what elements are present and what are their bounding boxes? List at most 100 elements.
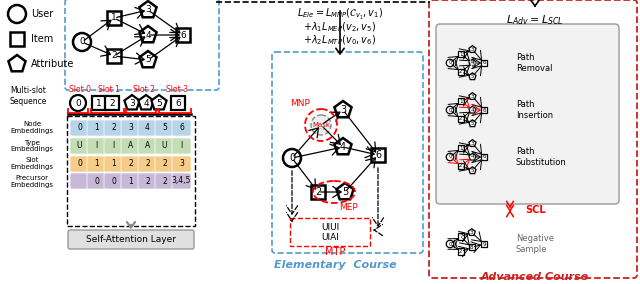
Text: 3: 3	[470, 230, 474, 235]
Text: 0: 0	[448, 60, 452, 66]
Text: 6: 6	[483, 108, 486, 112]
Text: 6: 6	[375, 150, 381, 160]
Circle shape	[73, 33, 91, 51]
FancyBboxPatch shape	[458, 98, 464, 104]
Text: A: A	[145, 141, 150, 151]
FancyBboxPatch shape	[458, 51, 464, 57]
Text: 2: 2	[459, 69, 463, 74]
Circle shape	[446, 240, 454, 248]
FancyBboxPatch shape	[290, 218, 370, 246]
Text: Slot 3: Slot 3	[166, 85, 188, 93]
Polygon shape	[8, 55, 26, 71]
Text: 5: 5	[342, 187, 348, 197]
Text: Item: Item	[31, 34, 53, 44]
FancyBboxPatch shape	[68, 230, 194, 249]
Text: 1: 1	[111, 14, 117, 22]
FancyBboxPatch shape	[70, 120, 89, 136]
Text: 2: 2	[459, 163, 463, 168]
FancyBboxPatch shape	[429, 0, 637, 278]
Text: 2: 2	[128, 160, 133, 168]
FancyBboxPatch shape	[458, 145, 464, 151]
Text: 0: 0	[448, 241, 452, 247]
Text: Node
Embeddings: Node Embeddings	[10, 122, 54, 135]
Text: U: U	[77, 141, 83, 151]
FancyBboxPatch shape	[87, 120, 106, 136]
Text: 5: 5	[156, 99, 162, 108]
FancyBboxPatch shape	[70, 138, 89, 154]
Circle shape	[70, 95, 86, 111]
Text: Path
Removal: Path Removal	[516, 53, 552, 73]
FancyBboxPatch shape	[458, 233, 464, 240]
Text: 1: 1	[96, 99, 102, 108]
Polygon shape	[140, 26, 157, 42]
Polygon shape	[469, 46, 476, 53]
Polygon shape	[140, 1, 157, 17]
Text: User: User	[31, 9, 53, 19]
Polygon shape	[335, 138, 351, 154]
Text: 3: 3	[145, 5, 151, 14]
FancyBboxPatch shape	[121, 120, 140, 136]
FancyBboxPatch shape	[65, 0, 219, 90]
FancyBboxPatch shape	[272, 52, 423, 253]
Text: 3: 3	[470, 47, 474, 52]
Text: 2: 2	[109, 99, 115, 108]
Circle shape	[311, 115, 331, 135]
FancyBboxPatch shape	[106, 97, 118, 110]
Text: Advanced Course: Advanced Course	[481, 272, 589, 282]
Text: 2: 2	[459, 249, 463, 254]
Text: 3,4,5: 3,4,5	[172, 176, 191, 185]
FancyBboxPatch shape	[104, 138, 123, 154]
Text: $+\lambda_2 L_{MTP}(v_0,v_6)$: $+\lambda_2 L_{MTP}(v_0,v_6)$	[303, 33, 376, 47]
Text: 4: 4	[145, 124, 150, 133]
Polygon shape	[469, 153, 476, 160]
Text: 5: 5	[470, 121, 474, 126]
Text: 0: 0	[75, 99, 81, 108]
FancyBboxPatch shape	[481, 107, 487, 113]
Text: Slot 0: Slot 0	[69, 85, 91, 93]
FancyBboxPatch shape	[155, 120, 174, 136]
FancyBboxPatch shape	[172, 138, 191, 154]
FancyBboxPatch shape	[481, 154, 487, 160]
Text: 0: 0	[289, 153, 295, 163]
Text: 0: 0	[77, 160, 82, 168]
FancyBboxPatch shape	[104, 120, 123, 136]
FancyBboxPatch shape	[155, 138, 174, 154]
Polygon shape	[469, 140, 476, 147]
Text: Attribute: Attribute	[31, 59, 74, 69]
Text: 2: 2	[145, 176, 150, 185]
FancyBboxPatch shape	[92, 97, 106, 110]
Text: I: I	[180, 141, 182, 151]
Text: 1: 1	[459, 146, 463, 151]
FancyBboxPatch shape	[87, 173, 106, 189]
Polygon shape	[469, 120, 476, 127]
Text: 3: 3	[470, 94, 474, 99]
Polygon shape	[469, 93, 476, 99]
FancyBboxPatch shape	[458, 69, 464, 75]
Text: ~1: ~1	[317, 126, 325, 131]
Polygon shape	[140, 51, 157, 67]
Polygon shape	[335, 101, 351, 117]
Text: 4: 4	[470, 108, 474, 112]
Text: 0: 0	[111, 176, 116, 185]
FancyBboxPatch shape	[87, 156, 106, 172]
FancyBboxPatch shape	[172, 120, 191, 136]
Text: UIAI: UIAI	[321, 233, 339, 243]
FancyBboxPatch shape	[70, 156, 89, 172]
Text: Slot 1: Slot 1	[98, 85, 120, 93]
Text: 0: 0	[77, 124, 82, 133]
FancyBboxPatch shape	[155, 156, 174, 172]
Text: 4: 4	[143, 99, 149, 108]
Text: SCL: SCL	[525, 205, 546, 215]
Text: 2: 2	[315, 187, 321, 197]
FancyBboxPatch shape	[481, 241, 487, 247]
Text: 6: 6	[483, 154, 486, 160]
Text: 1: 1	[128, 176, 133, 185]
Text: 2: 2	[459, 116, 463, 121]
FancyBboxPatch shape	[10, 32, 24, 46]
Text: U: U	[162, 141, 167, 151]
Circle shape	[446, 106, 454, 114]
FancyBboxPatch shape	[310, 185, 325, 199]
Text: 2: 2	[162, 176, 167, 185]
Text: 3: 3	[179, 160, 184, 168]
FancyBboxPatch shape	[138, 156, 157, 172]
